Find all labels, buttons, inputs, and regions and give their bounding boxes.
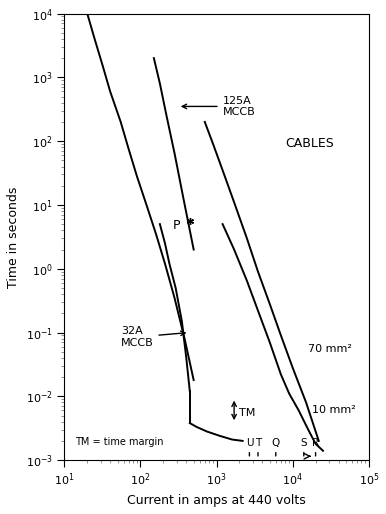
Y-axis label: Time in seconds: Time in seconds	[7, 186, 20, 287]
Text: 70 mm²: 70 mm²	[308, 344, 352, 354]
Text: 10 mm²: 10 mm²	[312, 405, 356, 415]
Text: TM = time margin: TM = time margin	[76, 436, 164, 447]
Text: R: R	[312, 438, 319, 448]
Text: U: U	[245, 438, 253, 448]
Text: TM: TM	[239, 408, 256, 417]
Text: 32A
MCCB: 32A MCCB	[121, 326, 185, 348]
Text: CABLES: CABLES	[285, 137, 334, 150]
Text: Q: Q	[272, 438, 280, 448]
Text: T: T	[255, 438, 261, 448]
Text: S: S	[300, 438, 307, 448]
Text: P: P	[173, 219, 181, 232]
X-axis label: Current in amps at 440 volts: Current in amps at 440 volts	[127, 494, 306, 507]
Text: 125A
MCCB: 125A MCCB	[182, 96, 256, 117]
